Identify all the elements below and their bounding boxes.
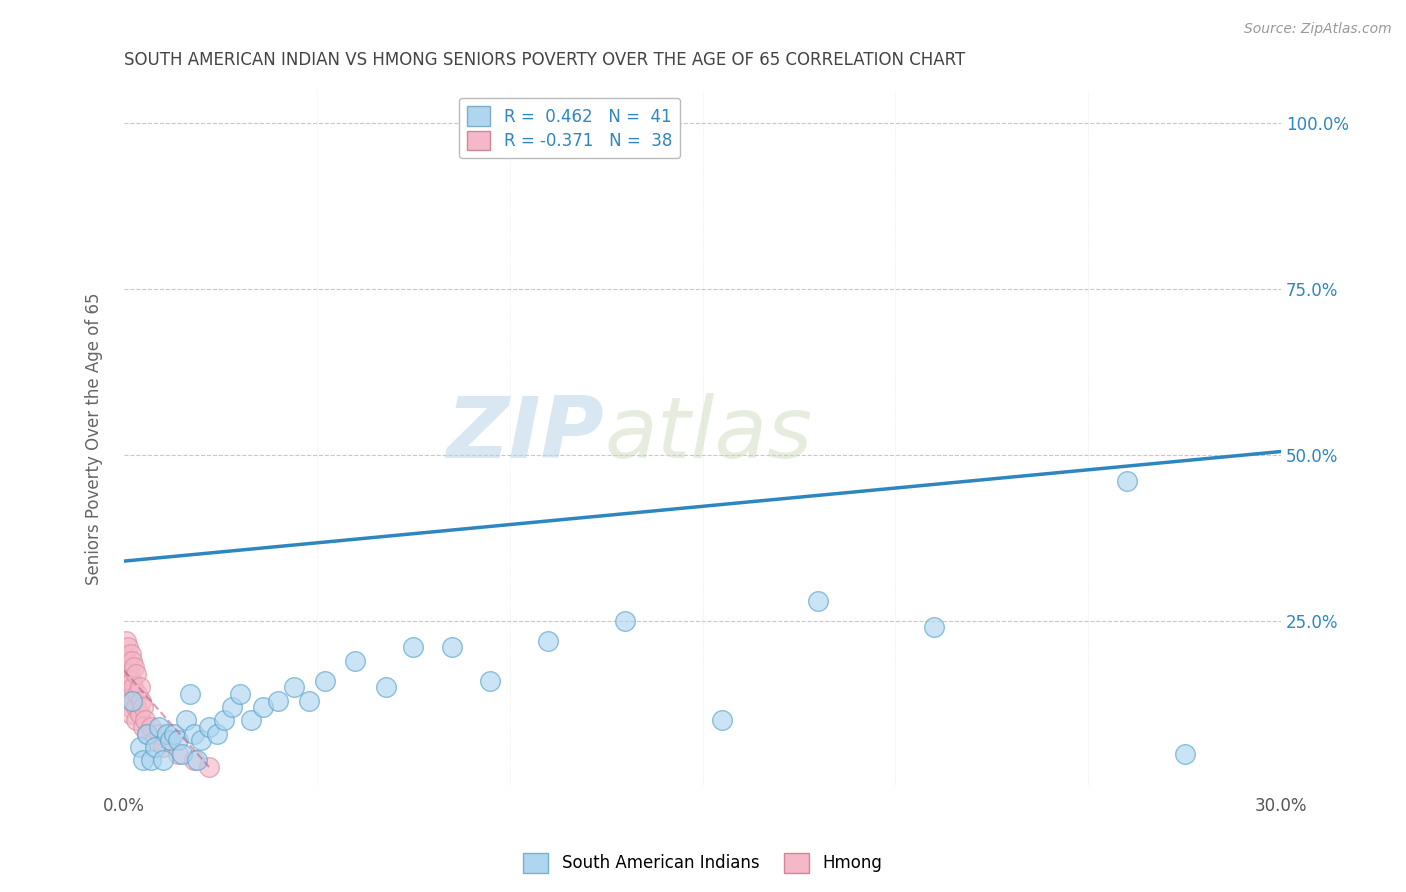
- Text: atlas: atlas: [605, 393, 813, 476]
- Point: [127, 687, 149, 701]
- Point: [134, 714, 156, 728]
- Point: [128, 680, 150, 694]
- Point: [132, 700, 155, 714]
- Point: [214, 714, 236, 728]
- Point: [136, 727, 159, 741]
- Point: [1174, 747, 1197, 761]
- Text: ZIP: ZIP: [447, 393, 605, 476]
- Point: [159, 733, 181, 747]
- Point: [115, 680, 138, 694]
- Point: [139, 720, 162, 734]
- Point: [167, 733, 190, 747]
- Point: [163, 727, 186, 741]
- Point: [198, 760, 221, 774]
- Point: [267, 693, 290, 707]
- Point: [120, 647, 142, 661]
- Point: [198, 720, 221, 734]
- Point: [159, 733, 181, 747]
- Point: [121, 654, 143, 668]
- Point: [314, 673, 336, 688]
- Y-axis label: Seniors Poverty Over the Age of 65: Seniors Poverty Over the Age of 65: [86, 292, 103, 584]
- Point: [170, 747, 193, 761]
- Point: [128, 739, 150, 754]
- Point: [143, 739, 166, 754]
- Point: [118, 693, 141, 707]
- Point: [922, 620, 945, 634]
- Point: [122, 660, 145, 674]
- Point: [131, 693, 153, 707]
- Point: [121, 673, 143, 688]
- Point: [807, 594, 830, 608]
- Point: [120, 687, 142, 701]
- Point: [183, 727, 205, 741]
- Point: [440, 640, 463, 655]
- Point: [167, 747, 190, 761]
- Point: [117, 667, 139, 681]
- Point: [120, 706, 142, 721]
- Point: [298, 693, 321, 707]
- Point: [122, 680, 145, 694]
- Point: [114, 647, 136, 661]
- Point: [229, 687, 252, 701]
- Point: [344, 654, 367, 668]
- Point: [155, 727, 177, 741]
- Point: [136, 727, 159, 741]
- Point: [115, 654, 138, 668]
- Point: [117, 640, 139, 655]
- Point: [152, 753, 174, 767]
- Point: [283, 680, 305, 694]
- Point: [375, 680, 398, 694]
- Point: [179, 687, 201, 701]
- Text: Source: ZipAtlas.com: Source: ZipAtlas.com: [1244, 22, 1392, 37]
- Point: [148, 727, 170, 741]
- Point: [221, 700, 243, 714]
- Point: [125, 700, 148, 714]
- Text: SOUTH AMERICAN INDIAN VS HMONG SENIORS POVERTY OVER THE AGE OF 65 CORRELATION CH: SOUTH AMERICAN INDIAN VS HMONG SENIORS P…: [124, 51, 966, 69]
- Point: [121, 693, 143, 707]
- Point: [710, 714, 733, 728]
- Point: [205, 727, 228, 741]
- Point: [537, 633, 560, 648]
- Point: [174, 714, 197, 728]
- Point: [190, 733, 212, 747]
- Point: [125, 667, 148, 681]
- Point: [132, 753, 155, 767]
- Legend: R =  0.462   N =  41, R = -0.371   N =  38: R = 0.462 N = 41, R = -0.371 N = 38: [458, 98, 681, 158]
- Point: [1115, 475, 1137, 489]
- Point: [125, 714, 148, 728]
- Point: [115, 633, 138, 648]
- Point: [118, 673, 141, 688]
- Point: [143, 733, 166, 747]
- Point: [252, 700, 274, 714]
- Point: [121, 693, 143, 707]
- Point: [240, 714, 263, 728]
- Point: [183, 753, 205, 767]
- Point: [479, 673, 502, 688]
- Point: [152, 739, 174, 754]
- Point: [139, 753, 162, 767]
- Legend: South American Indians, Hmong: South American Indians, Hmong: [517, 847, 889, 880]
- Point: [118, 700, 141, 714]
- Point: [128, 706, 150, 721]
- Point: [114, 660, 136, 674]
- Point: [118, 660, 141, 674]
- Point: [132, 720, 155, 734]
- Point: [614, 614, 637, 628]
- Point: [402, 640, 425, 655]
- Point: [148, 720, 170, 734]
- Point: [186, 753, 208, 767]
